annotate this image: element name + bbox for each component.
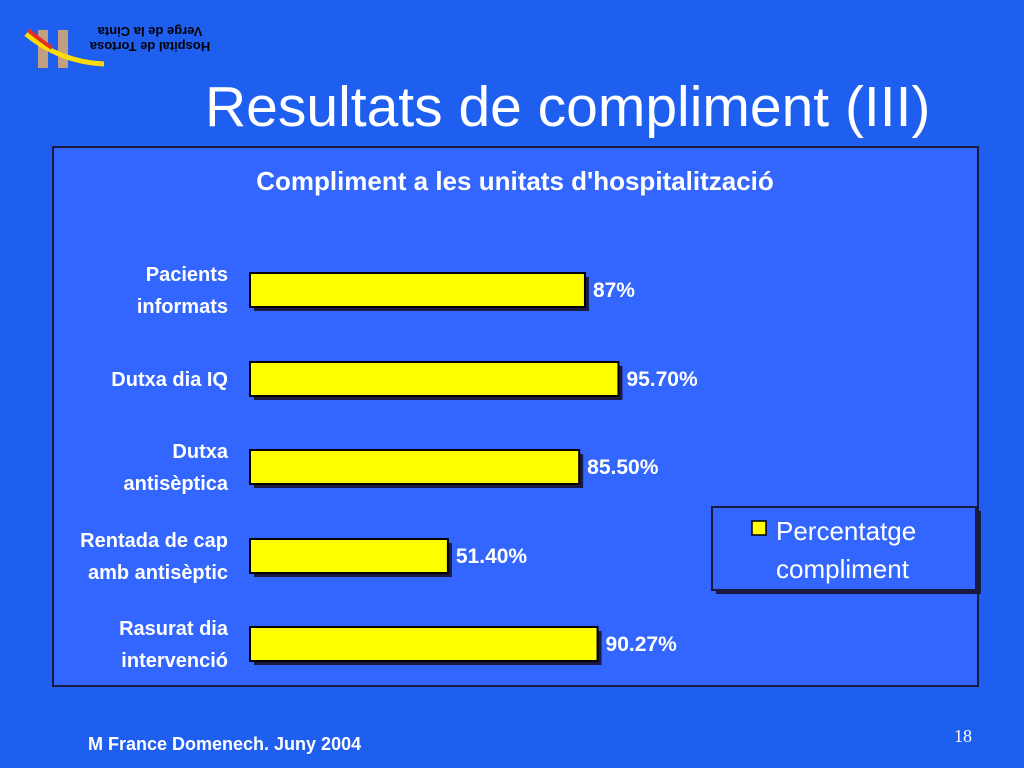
logo: Hospital de Tortosa Verge de la Cinta — [24, 24, 210, 68]
logo-text: Hospital de Tortosa — [89, 39, 210, 54]
logo-bar — [38, 30, 48, 68]
value-label: 90.27% — [606, 633, 678, 656]
category-label: Pacients — [146, 264, 228, 286]
value-label: 87% — [593, 279, 635, 302]
value-label: 51.40% — [456, 545, 528, 568]
chart-area — [52, 146, 979, 687]
value-label: 95.70% — [626, 368, 698, 391]
chart-title: Compliment a les unitats d'hospitalitzac… — [256, 166, 774, 196]
slide-title: Resultats de compliment (III) — [205, 75, 930, 139]
page-number: 18 — [954, 726, 972, 746]
category-label: antisèptica — [124, 473, 229, 495]
bar — [249, 449, 581, 485]
logo-swoosh — [26, 28, 54, 50]
category-label: Rentada de cap — [80, 530, 228, 552]
bar — [249, 538, 449, 574]
logo-bar — [58, 30, 68, 68]
legend: Percentatge compliment — [711, 506, 981, 594]
category-label: intervenció — [121, 650, 228, 672]
category-label: Dutxa — [172, 441, 228, 463]
logo-text: Verge de la Cinta — [97, 24, 203, 39]
value-label: 85.50% — [587, 456, 659, 479]
legend-label-box: Percentatge compliment — [776, 516, 917, 584]
category-label: Dutxa dia IQ — [111, 369, 228, 391]
bar — [249, 272, 586, 308]
category-label: Rasurat dia — [119, 618, 229, 640]
category-label: informats — [137, 296, 228, 318]
footer: M France Domenech. Juny 2004 — [88, 734, 361, 754]
category-label: amb antisèptic — [88, 562, 228, 584]
bar — [249, 361, 620, 397]
legend-swatch — [751, 520, 767, 536]
legend-label: Percentatge compliment — [776, 516, 917, 584]
logo-swoosh — [24, 32, 105, 67]
bar — [249, 626, 599, 662]
